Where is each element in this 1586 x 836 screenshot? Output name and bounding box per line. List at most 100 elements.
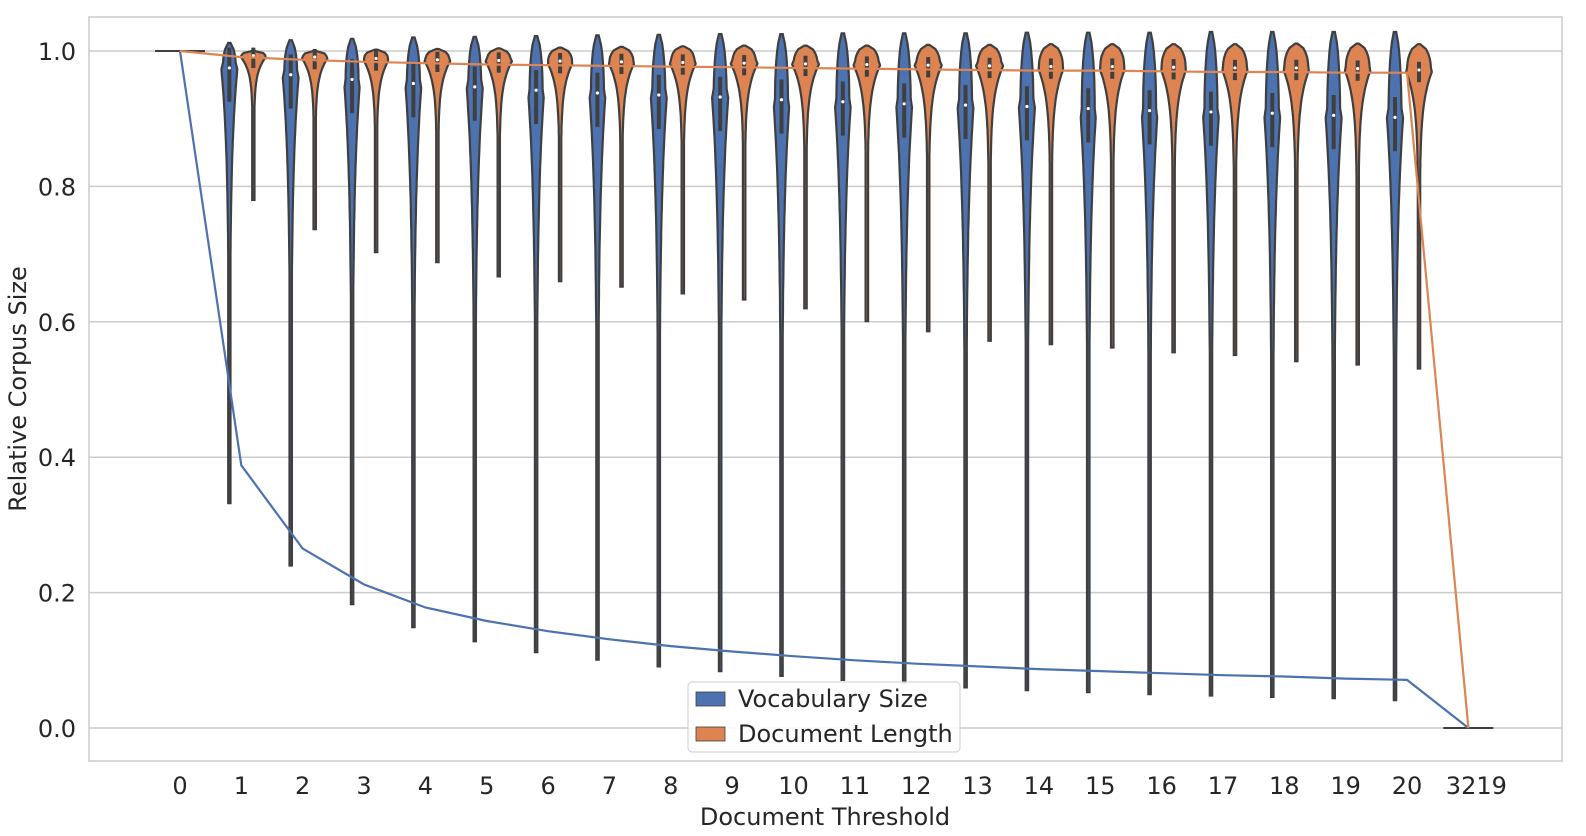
violin-vocabulary-size [220, 41, 239, 505]
violin-vocabulary-size [588, 34, 607, 661]
violin-median-vocabulary-size [473, 85, 477, 89]
x-tick-label: 18 [1269, 772, 1300, 800]
violin-document-length [1160, 43, 1187, 354]
y-axis-label: Relative Corpus Size [4, 266, 32, 512]
violin-vocabulary-size [772, 33, 791, 677]
line-document-length [179, 49, 1470, 729]
violin-median-vocabulary-size [779, 98, 784, 102]
violin-document-length [790, 44, 821, 310]
x-tick-label: 8 [663, 772, 678, 800]
violin-median-document-length [313, 55, 317, 59]
violin-document-length [423, 47, 452, 264]
x-tick-label: 2 [295, 772, 310, 800]
violin-median-vocabulary-size [1025, 104, 1029, 109]
violin-vocabulary-size [1263, 30, 1282, 698]
x-tick-label: 13 [962, 772, 993, 800]
violins [155, 30, 1494, 729]
violin-median-vocabulary-size [411, 81, 415, 86]
x-tick-label: 14 [1024, 772, 1055, 800]
violin-median-vocabulary-size [289, 73, 293, 77]
grid-lines [89, 50, 1562, 729]
violin-median-document-length [681, 60, 685, 65]
x-tick-label: 11 [840, 772, 871, 800]
violin-median-document-length [865, 62, 869, 67]
violin-median-vocabulary-size [1270, 111, 1274, 115]
violin-median-document-length [1356, 67, 1360, 71]
violin-median-document-length [558, 59, 562, 63]
violin-median-vocabulary-size [841, 100, 845, 104]
violin-median-vocabulary-size [595, 91, 600, 95]
y-tick-label: 1.0 [38, 38, 76, 66]
violin-vocabulary-size [1079, 31, 1097, 694]
line-vocabulary-size [178, 50, 1470, 729]
x-tick-label: 17 [1208, 772, 1239, 800]
violin-median-vocabulary-size [350, 77, 354, 82]
tick-labels: 0.00.20.40.60.81.00 1 2 3 4 5 6 7 8 9 10 11 12 13 14 15… [38, 38, 1507, 800]
violin-document-length [607, 45, 636, 288]
violin-median-document-length [803, 62, 808, 66]
violin-median-document-length [926, 63, 930, 67]
violin-median-vocabulary-size [1148, 108, 1152, 113]
violin-vocabulary-size [343, 37, 361, 606]
violin-document-length [1037, 43, 1065, 346]
violin-document-length [729, 44, 759, 301]
legend-swatch-document-length [695, 726, 726, 742]
violin-document-length [1343, 42, 1372, 366]
violin-median-document-length [1172, 65, 1176, 69]
x-tick-label: 1 [234, 772, 249, 800]
x-tick-label: 4 [418, 772, 433, 800]
violin-document-length [239, 49, 267, 201]
violin-median-document-length [619, 60, 624, 64]
x-tick-label: 15 [1085, 772, 1116, 800]
violin-median-vocabulary-size [534, 88, 538, 92]
x-tick-label: 7 [602, 772, 617, 800]
x-tick-label: 9 [725, 772, 740, 800]
violin-document-length [300, 49, 329, 231]
violin-document-length [913, 43, 943, 333]
violin-median-vocabulary-size [1209, 110, 1213, 114]
violin-median-vocabulary-size [1332, 113, 1336, 117]
violin-median-document-length [1049, 64, 1053, 69]
violin-vocabulary-size [710, 33, 730, 673]
series-lines [178, 49, 1470, 729]
violin-median-vocabulary-size [657, 93, 661, 97]
y-tick-label: 0.6 [38, 309, 76, 337]
violin-vocabulary-size [649, 33, 668, 668]
violin-document-length [484, 47, 514, 278]
legend: Vocabulary Size Document Length [687, 681, 961, 753]
violin-vocabulary-size [1324, 30, 1343, 700]
violin-median-vocabulary-size [718, 95, 722, 99]
violin-vocabulary-size [1385, 30, 1405, 702]
x-tick-label: 0 [172, 772, 187, 800]
violin-vocabulary-size [956, 32, 975, 689]
y-tick-label: 0.2 [38, 580, 76, 608]
violin-vocabulary-size [281, 39, 300, 567]
violin-median-document-length [1110, 64, 1114, 69]
y-tick-label: 0.4 [38, 444, 76, 472]
x-tick-label: 6 [540, 772, 555, 800]
violin-document-length [363, 48, 390, 254]
violin-median-document-length [435, 58, 439, 62]
violin-vocabulary-size [895, 32, 914, 684]
violin-vocabulary-size [404, 36, 423, 629]
x-tick-label: 5 [479, 772, 494, 800]
x-tick-label: 20 [1392, 772, 1423, 800]
violin-document-length [974, 43, 1005, 342]
x-tick-label: 12 [901, 772, 932, 800]
legend-swatch-vocabulary-size [695, 691, 726, 707]
violin-document-length [547, 46, 574, 283]
violin-median-document-length [742, 61, 746, 65]
x-tick-label: 16 [1146, 772, 1177, 800]
x-axis-label: Document Threshold [700, 803, 950, 831]
violin-document-length [1282, 42, 1310, 363]
x-tick-label: 3219 [1446, 772, 1507, 800]
violin-median-document-length [1233, 66, 1237, 70]
violin-vocabulary-size [1140, 31, 1159, 696]
violin-median-vocabulary-size [963, 103, 968, 107]
violin-median-document-length [987, 64, 992, 68]
y-tick-label: 0.8 [38, 173, 76, 201]
y-tick-label: 0.0 [38, 715, 76, 743]
legend-label-vocabulary-size: Vocabulary Size [738, 685, 928, 713]
x-tick-label: 10 [778, 772, 809, 800]
